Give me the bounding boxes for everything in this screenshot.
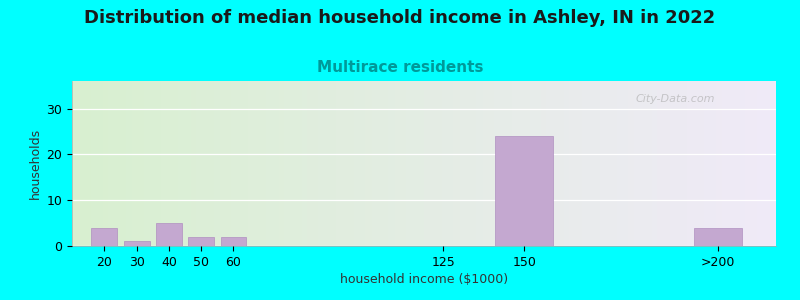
Bar: [124, 242, 150, 246]
X-axis label: household income ($1000): household income ($1000): [340, 273, 508, 286]
Bar: [221, 237, 246, 246]
Bar: [694, 228, 742, 246]
Text: Multirace residents: Multirace residents: [317, 60, 483, 75]
Bar: [91, 228, 118, 246]
Bar: [495, 136, 553, 246]
Bar: [188, 237, 214, 246]
Text: City-Data.com: City-Data.com: [635, 94, 714, 104]
Y-axis label: households: households: [30, 128, 42, 199]
Text: Distribution of median household income in Ashley, IN in 2022: Distribution of median household income …: [84, 9, 716, 27]
Bar: [156, 223, 182, 246]
